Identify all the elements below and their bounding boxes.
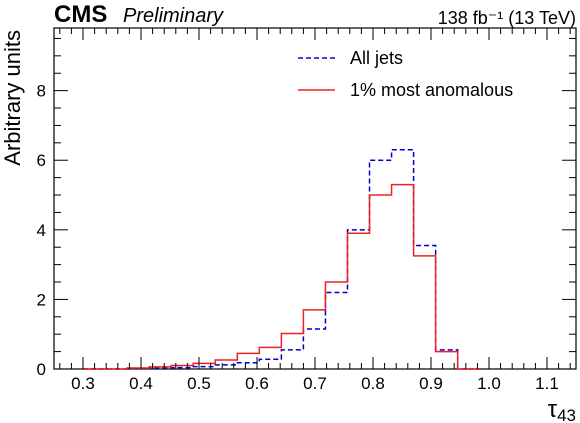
series-layer	[83, 149, 480, 370]
preliminary-label: Preliminary	[123, 5, 224, 27]
x-tick-label: 0.8	[361, 374, 385, 393]
series-most-anomalous-line	[83, 183, 480, 370]
x-tick-label: 0.4	[129, 374, 153, 393]
ticks-layer: 0.3 0.4 0.5 0.6 0.7 0.8 0.9 1.0 1.1 0 2 4 6 8	[37, 28, 576, 393]
x-tick-label: 0.3	[71, 374, 95, 393]
x-tick-label: 1.0	[477, 374, 501, 393]
y-tick-label: 0	[37, 360, 46, 379]
x-tick-label: 0.9	[419, 374, 443, 393]
y-tick-label: 6	[37, 151, 46, 170]
legend-label-most-anomalous: 1% most anomalous	[350, 80, 513, 100]
x-tick-label: 0.5	[187, 374, 211, 393]
y-axis-title: Arbitrary units	[0, 30, 25, 166]
y-tick-label: 2	[37, 290, 46, 309]
legend: All jets 1% most anomalous	[298, 48, 513, 100]
y-tick-label: 8	[37, 82, 46, 101]
x-tick-label: 0.7	[303, 374, 327, 393]
x-tick-label: 0.6	[245, 374, 269, 393]
cms-label: CMS	[54, 1, 107, 28]
x-tick-label: 1.1	[535, 374, 559, 393]
legend-label-all-jets: All jets	[350, 48, 403, 68]
x-axis-title: τ43	[548, 396, 576, 423]
y-tick-label: 4	[37, 221, 46, 240]
luminosity-label: 138 fb⁻¹ (13 TeV)	[438, 8, 576, 28]
